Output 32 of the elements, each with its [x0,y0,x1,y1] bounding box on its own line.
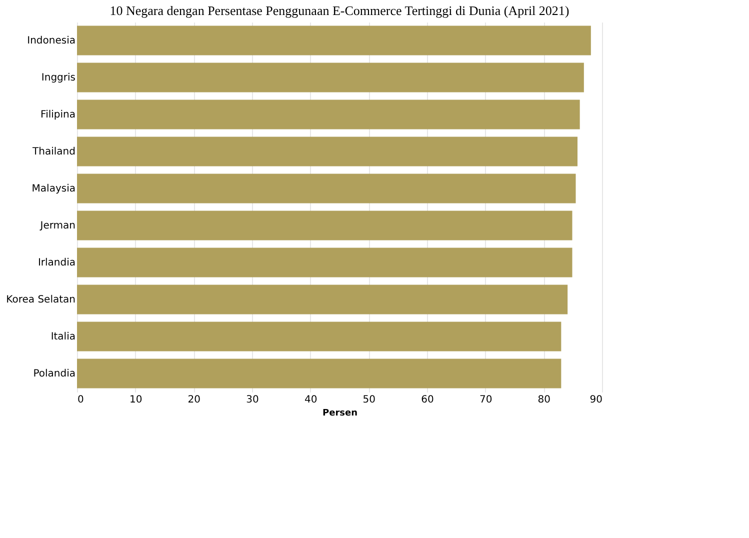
bar [77,26,591,56]
y-tick-label: Jerman [39,220,76,232]
y-tick-label: Filipina [40,110,76,120]
bar [77,358,562,388]
y-tick-label: Indonesia [27,36,76,46]
bar [77,174,576,204]
x-tick-label: 70 [479,394,492,406]
bar [77,322,562,352]
y-tick-label: Italia [50,332,76,342]
x-tick-label: 20 [188,394,201,406]
x-tick-label: 0 [78,394,84,406]
bar [77,210,572,240]
y-tick-label: Malaysia [32,184,76,194]
x-tick-label: 10 [129,394,142,406]
bar [77,62,584,92]
y-tick-label: Polandia [33,368,76,380]
x-tick-label: 80 [538,394,551,406]
x-tick-label: 50 [362,394,376,406]
y-tick-label: Inggris [41,72,76,84]
bar [77,136,578,166]
bar [77,284,568,314]
x-tick-label: 90 [590,394,602,406]
x-tick-label: 40 [304,394,318,406]
x-axis-title: Persen [322,408,358,418]
x-tick-label: 30 [246,394,259,406]
bar [77,100,580,130]
y-tick-label: Korea Selatan [6,294,76,306]
x-tick-label: 60 [421,394,434,406]
y-tick-label: Irlandia [38,258,76,268]
chart-title: 10 Negara dengan Persentase Penggunaan E-Commerce Tertinggi di Dunia (April 2021) [110,3,570,18]
y-tick-label: Thailand [32,146,76,158]
bar [77,248,572,278]
